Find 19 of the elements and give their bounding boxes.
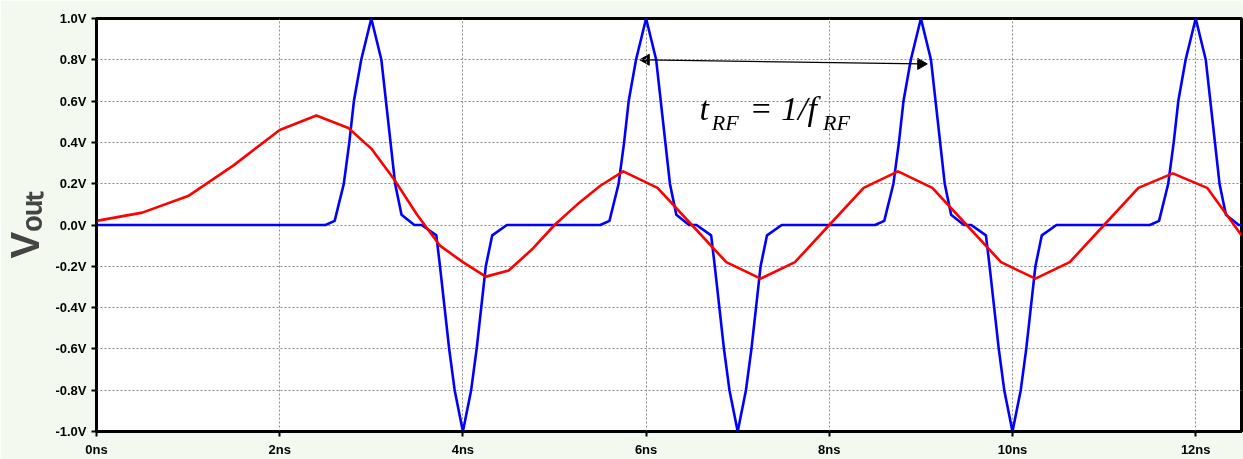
x-tick-label: 10ns — [997, 441, 1028, 457]
y-tick-label: -0.6V — [55, 341, 87, 357]
y-tick-label: 1.0V — [59, 11, 87, 26]
y-tick-label: -0.2V — [55, 258, 87, 274]
x-tick-label: 12ns — [1180, 441, 1211, 457]
y-tick-label: 0.8V — [59, 52, 87, 68]
y-tick-label: -0.4V — [55, 300, 87, 316]
y-tick-label: 0.6V — [59, 93, 87, 109]
y-axis-title: Vₒᵤₜ — [3, 190, 48, 259]
y-tick-label: 0.4V — [59, 134, 87, 150]
y-tick-label: 0.2V — [59, 176, 87, 192]
y-tick-label: -0.8V — [55, 382, 87, 398]
y-tick-label: 0.0V — [59, 217, 87, 233]
x-tick-label: 2ns — [268, 441, 291, 457]
x-tick-label: 4ns — [451, 441, 475, 457]
x-tick-label: 8ns — [818, 441, 841, 457]
x-tick-label: 6ns — [634, 441, 658, 457]
x-tick-label: 0ns — [85, 441, 108, 457]
y-tick-label: -1.0V — [55, 424, 87, 439]
